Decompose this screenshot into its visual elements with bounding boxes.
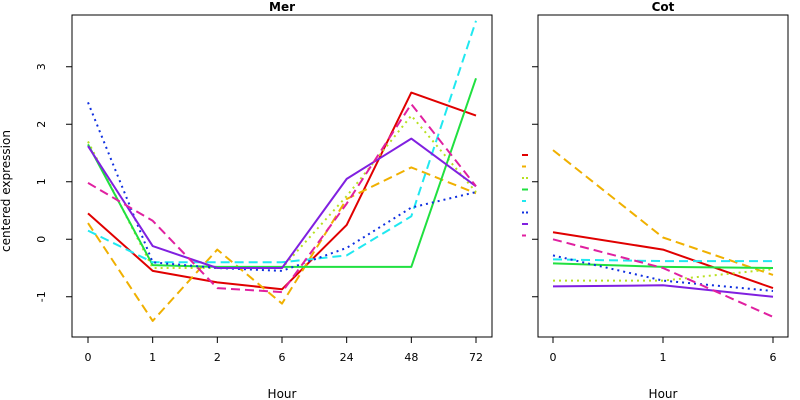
panel-cot: Cot Hour 0 1 6 bbox=[532, 0, 789, 400]
y-tick-label: 3 bbox=[35, 63, 48, 70]
x-axis-label-mer: Hour bbox=[268, 387, 297, 400]
series-group-cot bbox=[552, 149, 774, 318]
series-line-6 bbox=[552, 254, 774, 292]
series-line-3 bbox=[553, 268, 774, 282]
legend bbox=[522, 154, 528, 237]
series-line-8 bbox=[552, 238, 774, 318]
series-line-1 bbox=[552, 231, 774, 290]
series-line-5 bbox=[552, 258, 773, 263]
x-tick-label: 1 bbox=[660, 351, 667, 364]
x-tick-label: 6 bbox=[770, 351, 777, 364]
x-tick-label: 72 bbox=[469, 351, 483, 364]
series-line-7 bbox=[552, 284, 774, 298]
plot-frame-cot bbox=[537, 14, 789, 338]
x-axis-label-cot: Hour bbox=[649, 387, 678, 400]
y-tick-label: 2 bbox=[35, 121, 48, 128]
y-axis-label: centered expression bbox=[0, 130, 13, 252]
series-line-1 bbox=[87, 91, 477, 291]
y-tick-label: -1 bbox=[35, 291, 48, 302]
series-line-2 bbox=[87, 166, 477, 322]
series-group-mer bbox=[87, 20, 477, 322]
x-ticks-cot: 0 1 6 bbox=[550, 337, 777, 364]
series-line-8 bbox=[87, 103, 477, 294]
series-line-5 bbox=[87, 20, 477, 264]
x-ticks-mer: 0 1 2 6 24 48 72 bbox=[85, 337, 483, 364]
series-line-2 bbox=[552, 149, 774, 276]
x-tick-label: 0 bbox=[550, 351, 557, 364]
y-ticks-mer: -1 0 1 2 3 bbox=[35, 63, 72, 302]
panel-title-mer: Mer bbox=[269, 0, 295, 14]
x-tick-label: 1 bbox=[149, 351, 156, 364]
x-tick-label: 24 bbox=[340, 351, 354, 364]
panel-mer: Mer Hour centered expression 0 1 2 6 24 48 72 … bbox=[0, 0, 493, 400]
y-tick-label: 1 bbox=[35, 178, 48, 185]
x-tick-label: 48 bbox=[404, 351, 418, 364]
series-line-4 bbox=[87, 77, 477, 268]
series-line-7 bbox=[87, 137, 477, 269]
x-tick-label: 0 bbox=[85, 351, 92, 364]
y-tick-label: 0 bbox=[35, 236, 48, 243]
x-tick-label: 6 bbox=[279, 351, 286, 364]
y-ticks-cot bbox=[532, 66, 538, 298]
x-tick-label: 2 bbox=[214, 351, 221, 364]
panel-title-cot: Cot bbox=[652, 0, 675, 14]
